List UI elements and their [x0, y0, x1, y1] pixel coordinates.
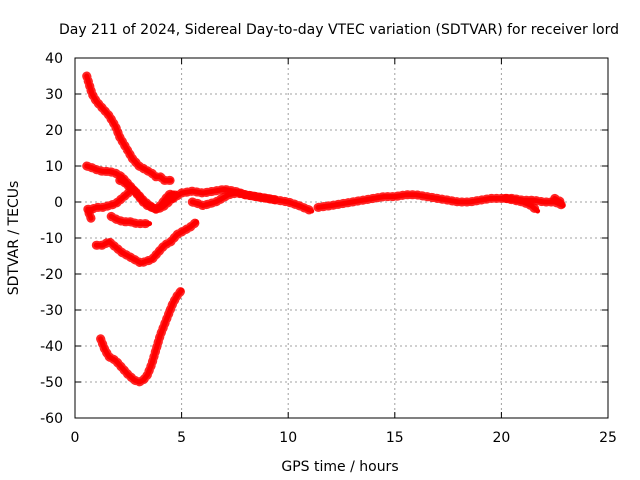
y-tick-label: -20	[40, 267, 63, 283]
x-tick-label: 10	[279, 430, 297, 446]
y-tick-label: 0	[54, 195, 63, 211]
y-tick-label: -40	[40, 339, 63, 355]
y-tick-label: 40	[45, 51, 63, 67]
y-tick-label: 10	[45, 159, 63, 175]
y-tick-label: 30	[45, 87, 63, 103]
y-tick-label: -10	[40, 231, 63, 247]
x-tick-label: 25	[599, 430, 617, 446]
y-tick-label: -60	[40, 411, 63, 427]
x-tick-label: 15	[386, 430, 404, 446]
y-axis-label: SDTVAR / TECUs	[6, 181, 22, 296]
series-arc-4-markers	[84, 208, 96, 223]
series-arc-6-markers	[106, 211, 155, 229]
series-arc-12-markers	[501, 193, 543, 216]
x-tick-label: 0	[71, 430, 80, 446]
series-arc-8-markers	[96, 285, 187, 387]
axes: 0 5 10 15 20 25 -60 -50 -40 -30 -20 -10 0 10 20 30 40	[40, 51, 617, 446]
x-tick-label: 5	[177, 430, 186, 446]
x-axis-label: GPS time / hours	[281, 459, 398, 475]
series-arc-1-markers	[82, 71, 176, 185]
series-arc-13-markers	[550, 193, 566, 207]
series-arc-1	[84, 73, 174, 183]
y-tick-label: -50	[40, 375, 63, 391]
y-tick-label: -30	[40, 303, 63, 319]
x-tick-label: 20	[492, 430, 510, 446]
data-traces	[82, 71, 568, 387]
series-arc-5-markers	[115, 175, 180, 214]
series-arc-3-markers	[83, 188, 133, 214]
series-arc-10-markers	[187, 188, 282, 211]
chart-title: Day 211 of 2024, Sidereal Day-to-day VTE…	[59, 22, 619, 38]
series-arc-7-markers	[91, 217, 201, 268]
y-tick-label: 20	[45, 123, 63, 139]
